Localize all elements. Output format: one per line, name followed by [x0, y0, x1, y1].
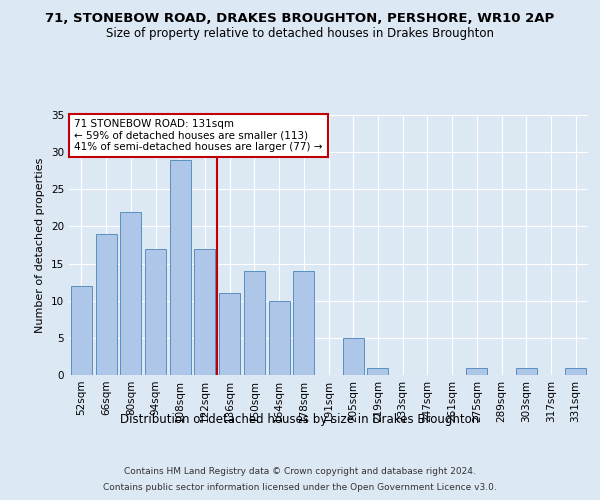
Bar — [145, 248, 166, 375]
Bar — [269, 300, 290, 375]
Bar — [71, 286, 92, 375]
Text: 71 STONEBOW ROAD: 131sqm
← 59% of detached houses are smaller (113)
41% of semi-: 71 STONEBOW ROAD: 131sqm ← 59% of detach… — [74, 119, 323, 152]
Text: Distribution of detached houses by size in Drakes Broughton: Distribution of detached houses by size … — [121, 412, 479, 426]
Bar — [293, 271, 314, 375]
Bar — [466, 368, 487, 375]
Bar — [565, 368, 586, 375]
Y-axis label: Number of detached properties: Number of detached properties — [35, 158, 46, 332]
Bar — [120, 212, 141, 375]
Bar — [219, 294, 240, 375]
Bar — [367, 368, 388, 375]
Bar — [194, 248, 215, 375]
Bar — [343, 338, 364, 375]
Text: Contains public sector information licensed under the Open Government Licence v3: Contains public sector information licen… — [103, 482, 497, 492]
Text: Contains HM Land Registry data © Crown copyright and database right 2024.: Contains HM Land Registry data © Crown c… — [124, 468, 476, 476]
Bar — [244, 271, 265, 375]
Text: Size of property relative to detached houses in Drakes Broughton: Size of property relative to detached ho… — [106, 28, 494, 40]
Bar — [170, 160, 191, 375]
Bar — [516, 368, 537, 375]
Text: 71, STONEBOW ROAD, DRAKES BROUGHTON, PERSHORE, WR10 2AP: 71, STONEBOW ROAD, DRAKES BROUGHTON, PER… — [46, 12, 554, 26]
Bar — [95, 234, 116, 375]
